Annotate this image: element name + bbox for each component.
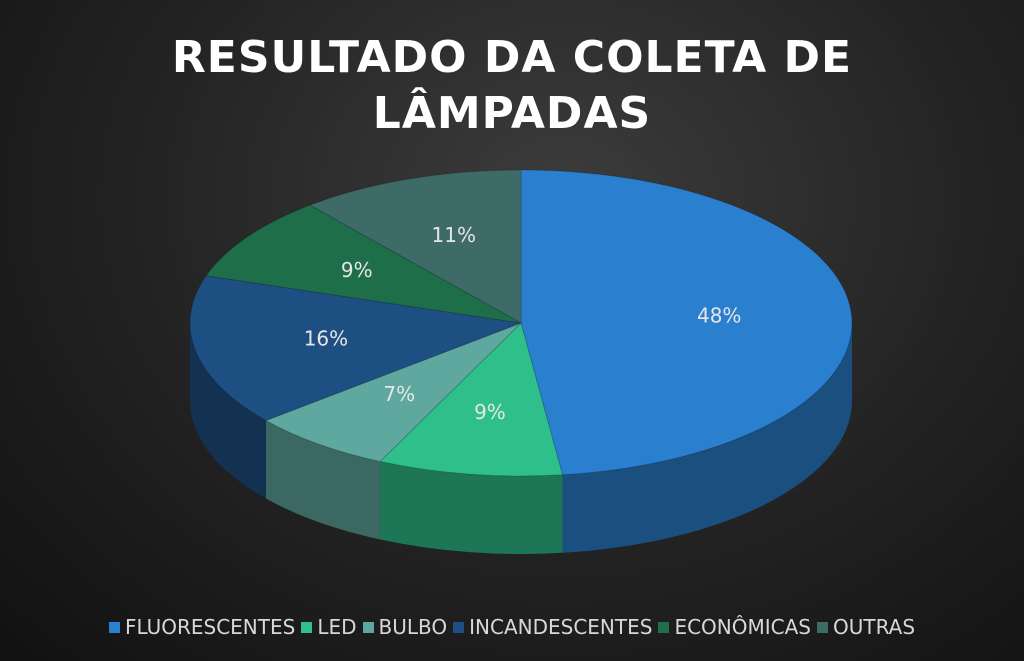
slice xyxy=(379,322,564,477)
data-label: 11% xyxy=(432,223,476,247)
slice xyxy=(205,204,522,324)
data-label: 9% xyxy=(341,258,373,282)
data-label: 16% xyxy=(304,327,348,351)
legend-label: INCANDESCENTES xyxy=(469,615,653,639)
legend-swatch xyxy=(658,621,670,633)
slice xyxy=(308,169,522,324)
legend-item: INCANDESCENTES xyxy=(453,615,652,639)
chart-title: RESULTADO DA COLETA DE LÂMPADAS xyxy=(171,32,853,139)
legend-label: ECONÔMICAS xyxy=(674,615,811,639)
legend-item: ECONÔMICAS xyxy=(658,615,811,639)
legend: FLUORESCENTES LED BULBO INCANDESCENTES ECONÔ… xyxy=(0,615,1024,639)
legend-swatch xyxy=(362,621,374,633)
slice-side xyxy=(190,323,266,499)
legend-item: FLUORESCENTES xyxy=(108,615,296,639)
slice xyxy=(520,169,853,476)
slice-side xyxy=(562,323,852,553)
data-label: 7% xyxy=(383,382,415,406)
legend-swatch xyxy=(108,621,120,633)
data-label: 9% xyxy=(474,400,506,424)
slice-side xyxy=(380,461,563,554)
slice-side xyxy=(265,420,381,540)
legend-swatch xyxy=(816,621,828,633)
legend-item: OUTRAS xyxy=(816,615,916,639)
slice xyxy=(264,322,522,462)
legend-label: BULBO xyxy=(378,615,448,639)
slice xyxy=(189,275,523,422)
legend-label: FLUORESCENTES xyxy=(124,615,296,639)
legend-item: BULBO xyxy=(362,615,448,639)
legend-swatch xyxy=(453,621,465,633)
legend-label: OUTRAS xyxy=(832,615,916,639)
legend-item: LED xyxy=(301,615,357,639)
legend-swatch xyxy=(301,621,313,633)
legend-label: LED xyxy=(317,615,357,639)
data-label: 48% xyxy=(697,304,741,328)
